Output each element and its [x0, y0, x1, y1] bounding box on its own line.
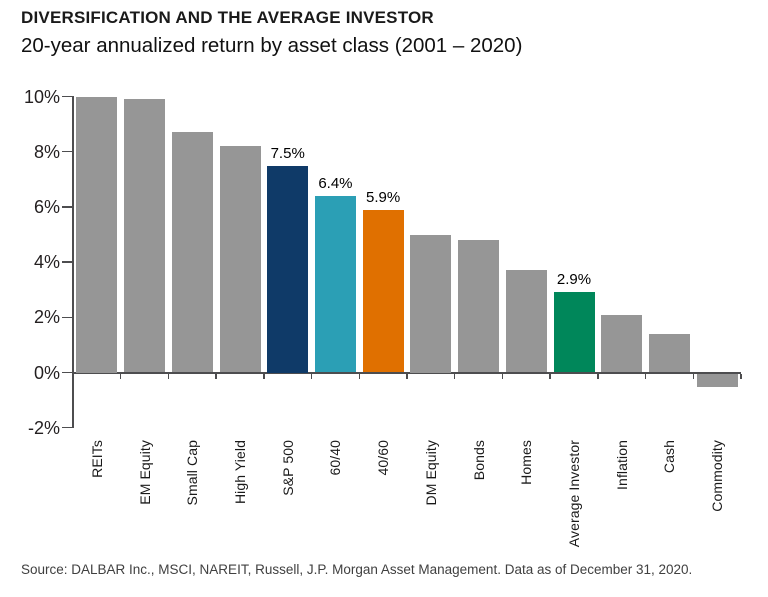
bar-60-40 [314, 195, 356, 373]
bar-inflation [601, 314, 643, 373]
bar-value-label: 2.9% [556, 271, 592, 289]
bar-cash [648, 333, 690, 373]
x-axis-label: High Yield [231, 440, 248, 505]
x-axis-tick [501, 373, 504, 379]
x-axis-label-box: Small Cap [168, 440, 216, 565]
chart-title: DIVERSIFICATION AND THE AVERAGE INVESTOR [21, 8, 434, 27]
x-axis-label: DM Equity [422, 440, 439, 506]
y-axis-tick [62, 261, 72, 263]
y-axis-tick-label: 2% [33, 307, 60, 328]
bar-value-label: 5.9% [366, 188, 401, 206]
x-axis-tick [549, 373, 551, 379]
x-axis-label-box: 60/40 [312, 440, 360, 565]
x-axis-tick [406, 373, 408, 379]
y-axis-tick [62, 206, 72, 208]
x-axis-label-box: Average Investor [550, 440, 598, 565]
bar-homes [505, 270, 547, 373]
x-axis-label-box: Homes [502, 440, 550, 565]
y-axis-tick [62, 371, 72, 374]
x-axis-label-box: S&P 500 [264, 440, 312, 565]
x-axis-label-box: DM Equity [407, 440, 455, 565]
y-axis-line [72, 96, 74, 428]
x-axis-label: Inflation [613, 440, 630, 490]
bar-s-p-500 [267, 165, 309, 373]
x-axis-tick [692, 373, 695, 379]
x-axis-label: Commodity [709, 440, 726, 512]
source-note: Source: DALBAR Inc., MSCI, NAREIT, Russe… [21, 562, 693, 577]
x-axis-label: Small Cap [184, 440, 201, 506]
x-axis-label-box: EM Equity [121, 440, 169, 565]
x-axis-label-box: Commodity [693, 440, 741, 565]
x-axis-tick [597, 373, 599, 379]
x-axis-tick [453, 373, 456, 379]
bar-value-label: 7.5% [270, 144, 305, 162]
x-axis-label: REITs [88, 440, 105, 478]
x-axis-label: 60/40 [327, 440, 344, 476]
y-axis-tick-label: -2% [27, 417, 60, 438]
bar-em-equity [124, 99, 166, 373]
bar-40-60 [362, 209, 404, 373]
bar-high-yield [219, 146, 261, 373]
x-axis-label: EM Equity [136, 440, 153, 505]
x-axis-tick [310, 373, 313, 379]
x-axis-label: Homes [518, 440, 535, 485]
x-axis-tick [358, 373, 361, 379]
bar-reits [76, 96, 118, 373]
x-axis-label-box: Cash [646, 440, 694, 565]
x-axis-tick [119, 373, 122, 379]
x-axis-tick [167, 373, 170, 379]
x-axis-label: 40/60 [375, 440, 392, 476]
x-axis-label-box: REITs [73, 440, 121, 565]
y-axis-tick [62, 150, 72, 153]
y-axis-tick [62, 426, 72, 429]
bar-bonds [458, 240, 500, 373]
bar-dm-equity [410, 234, 452, 373]
bar-small-cap [171, 132, 213, 373]
x-axis-label: Average Investor [565, 440, 582, 548]
x-axis-tick [215, 373, 217, 379]
y-axis-tick-label: 4% [33, 252, 60, 273]
x-axis-label-box: Bonds [455, 440, 503, 565]
x-axis-tick [644, 373, 647, 379]
x-axis-label-box: High Yield [216, 440, 264, 565]
x-axis-baseline [72, 371, 741, 374]
y-axis-tick [62, 95, 72, 98]
x-axis-tick [740, 373, 742, 379]
y-axis-tick-label: 6% [33, 196, 60, 217]
bar-average-investor [553, 292, 595, 373]
bar-commodity [696, 373, 738, 388]
x-axis-label-box: 40/60 [359, 440, 407, 565]
y-axis-tick-label: 10% [23, 86, 60, 107]
x-axis-label: Cash [661, 440, 678, 474]
x-axis-tick [263, 373, 265, 379]
y-axis-tick [62, 316, 72, 319]
x-axis-label-box: Inflation [598, 440, 646, 565]
y-axis-tick-label: 8% [33, 141, 60, 162]
x-axis-label: Bonds [470, 440, 487, 481]
chart-subtitle: 20-year annualized return by asset class… [21, 34, 523, 57]
bar-value-label: 6.4% [318, 174, 353, 192]
y-axis-tick-label: 0% [33, 362, 60, 383]
x-axis-label: S&P 500 [279, 440, 296, 496]
